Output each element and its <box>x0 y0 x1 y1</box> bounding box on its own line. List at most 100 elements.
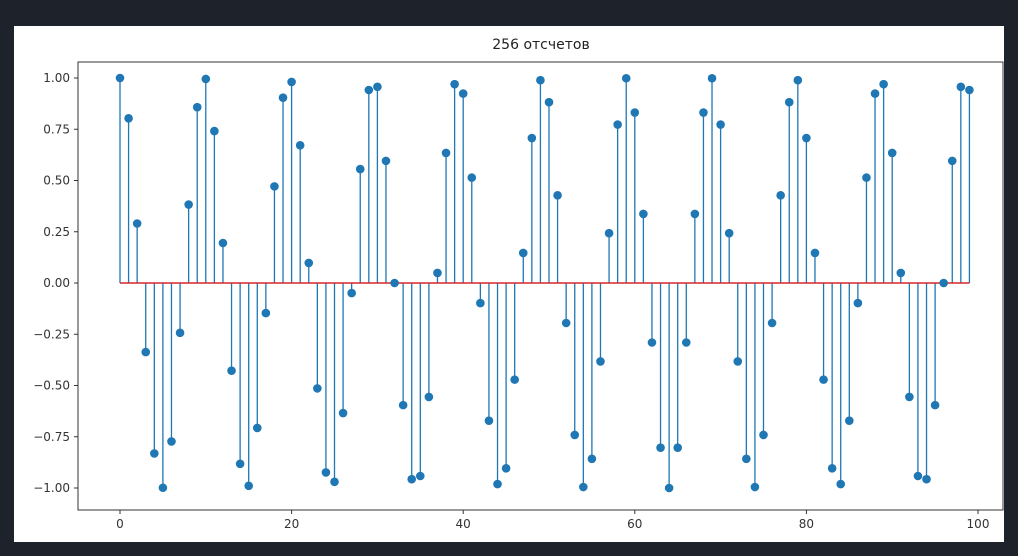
x-tick-label: 20 <box>284 517 299 531</box>
stem-marker <box>441 148 451 158</box>
stem-marker <box>965 85 974 95</box>
stem-marker <box>621 73 631 83</box>
stem-marker <box>424 392 434 402</box>
stem-marker <box>561 318 571 328</box>
stem-marker <box>132 219 142 228</box>
stem-marker <box>407 474 417 484</box>
stem-marker <box>527 133 537 143</box>
stem-marker <box>750 482 760 492</box>
marker-group <box>115 73 974 493</box>
stem-marker <box>175 328 185 338</box>
stem-marker <box>896 268 906 278</box>
stem-marker <box>227 366 236 375</box>
stem-marker <box>364 85 374 95</box>
stem-marker <box>836 479 846 489</box>
stem-marker <box>150 449 159 458</box>
chart-figure: 256 отсчетов 0 20 40 60 80 100 1.00 0.75 0.50 0.… <box>14 26 1004 542</box>
stem-marker <box>630 108 640 117</box>
stem-marker <box>218 238 228 248</box>
y-tick-label: 0.00 <box>43 276 70 290</box>
y-tick-label: 0.25 <box>43 225 70 239</box>
stem-marker <box>759 430 768 440</box>
y-axis: 1.00 0.75 0.50 0.25 0.00 −0.25 −0.50 −0.75 −1.00 <box>33 71 78 495</box>
stem-marker <box>656 443 665 452</box>
x-tick-label: 80 <box>799 517 814 531</box>
stem-marker <box>853 298 863 308</box>
stem-marker <box>184 200 193 209</box>
stem-marker <box>235 459 245 469</box>
stem-marker <box>793 75 803 85</box>
y-tick-label: 1.00 <box>43 71 70 85</box>
stem-marker <box>784 97 794 107</box>
y-tick-label: 0.75 <box>43 122 70 136</box>
stem-marker <box>716 120 725 129</box>
stem-marker <box>124 114 133 123</box>
y-tick-label: −0.50 <box>33 379 70 393</box>
stem-marker <box>321 468 331 477</box>
stem-marker <box>467 173 477 182</box>
y-tick-label: −1.00 <box>33 481 70 495</box>
stem-marker <box>450 79 459 89</box>
axes-frame <box>77 61 1004 511</box>
stem-marker <box>939 278 948 288</box>
stem-marker <box>338 408 348 418</box>
stem-marker <box>373 82 382 92</box>
stem-marker <box>501 464 511 473</box>
stem-marker <box>278 93 288 102</box>
stem-marker <box>690 209 700 219</box>
stem-marker <box>295 141 305 150</box>
stem-marker <box>304 258 314 268</box>
stem-marker <box>905 392 914 402</box>
stem-marker <box>518 248 528 258</box>
stem-marker <box>922 474 931 484</box>
y-tick-label: −0.25 <box>33 327 70 341</box>
stem-marker <box>458 89 468 98</box>
x-tick-label: 100 <box>967 517 990 531</box>
stem-marker <box>579 482 588 492</box>
stem-marker <box>355 164 365 174</box>
stem-marker <box>587 454 597 464</box>
stem-marker <box>956 82 966 92</box>
stem-marker <box>664 483 674 493</box>
stem-marker <box>681 338 691 347</box>
stem-marker <box>476 298 485 308</box>
stem-marker <box>416 471 425 481</box>
stem-marker <box>158 483 168 493</box>
stem-marker <box>381 156 391 166</box>
stem-marker <box>313 384 322 393</box>
stem-marker <box>287 77 296 87</box>
stem-marker <box>192 102 202 112</box>
stem-marker <box>510 375 519 384</box>
stem-marker <box>733 357 743 366</box>
y-tick-label: 0.50 <box>43 174 70 188</box>
stem-marker <box>742 454 751 464</box>
stem-marker <box>639 209 648 219</box>
stem-marker <box>776 191 785 200</box>
x-tick-label: 40 <box>456 517 471 531</box>
stem-marker <box>802 133 811 143</box>
chart-svg: 256 отсчетов 0 20 40 60 80 100 1.00 0.75 0.50 0.… <box>33 37 1004 531</box>
stem-marker <box>201 74 211 84</box>
stem-marker <box>699 108 708 117</box>
stem-marker <box>862 173 871 182</box>
stem-marker <box>887 148 897 158</box>
stem-marker <box>210 126 219 136</box>
stem-marker <box>596 357 605 366</box>
stem-marker <box>647 338 657 347</box>
x-tick-label: 0 <box>116 517 124 531</box>
stem-marker <box>261 308 271 318</box>
stem-marker <box>244 481 253 491</box>
stem-marker <box>115 73 125 83</box>
stem-marker <box>270 182 279 191</box>
stem-marker <box>553 191 562 200</box>
stem-group <box>119 78 971 488</box>
y-tick-label: −0.75 <box>33 430 70 444</box>
stem-marker <box>947 156 957 166</box>
stem-marker <box>536 75 545 85</box>
stem-marker <box>827 464 837 473</box>
stem-marker <box>252 423 262 433</box>
stem-marker <box>819 375 828 384</box>
stem-marker <box>544 97 554 107</box>
stem-marker <box>390 278 399 288</box>
stem-marker <box>707 73 717 83</box>
